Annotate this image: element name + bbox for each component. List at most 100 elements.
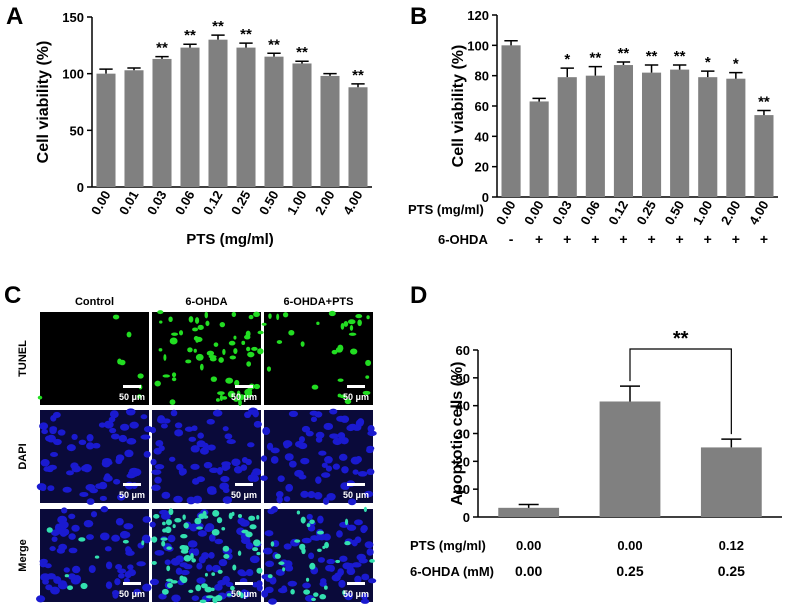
nucleus	[325, 465, 333, 472]
nucleus	[355, 455, 362, 463]
nucleus	[270, 455, 279, 464]
nucleus	[332, 463, 340, 470]
tunel-cell	[227, 390, 236, 398]
tunel-cell	[157, 310, 164, 315]
nucleus	[115, 517, 124, 526]
y-tick-label: 100	[62, 67, 84, 82]
significance: **	[296, 44, 308, 61]
scale-bar-label: 50 μm	[231, 490, 257, 500]
nucleus	[143, 583, 150, 592]
nucleus	[357, 470, 368, 477]
nucleus	[360, 593, 369, 600]
bar	[348, 87, 368, 187]
nucleus	[36, 595, 46, 603]
nucleus	[196, 476, 205, 483]
scale-bar-label: 50 μm	[343, 490, 369, 500]
tunel-cell	[337, 378, 344, 382]
tunel-cell	[340, 322, 345, 330]
scale-bar	[123, 483, 141, 486]
micrograph: 50 μm	[261, 506, 377, 605]
tunel-cell	[223, 554, 230, 559]
nucleus	[341, 466, 349, 474]
nucleus	[71, 565, 81, 574]
nucleus	[150, 458, 157, 466]
nucleus	[190, 445, 200, 453]
nucleus	[197, 432, 204, 439]
nucleus	[171, 594, 181, 603]
nucleus	[116, 493, 126, 501]
bar	[698, 77, 718, 197]
nucleus	[253, 420, 262, 428]
nucleus	[323, 422, 334, 431]
y-tick-label: 0	[482, 190, 489, 205]
nucleus	[85, 483, 96, 491]
tunel-cell	[248, 515, 256, 521]
micrograph: 50 μm	[152, 310, 264, 406]
nucleus	[42, 579, 49, 585]
bar	[726, 78, 746, 197]
tunel-cell	[288, 329, 295, 336]
y-tick-label: 120	[467, 8, 489, 23]
significance: **	[758, 94, 770, 111]
second-row-label: +	[760, 231, 768, 247]
nucleus	[117, 568, 127, 574]
nucleus	[317, 515, 324, 524]
tunel-cell	[355, 313, 363, 319]
tunel-cell	[256, 515, 260, 520]
tunel-cell	[331, 349, 338, 355]
scale-bar-label: 50 μm	[231, 589, 257, 599]
x-tick-label: 0.03	[549, 198, 575, 227]
nucleus	[197, 530, 207, 537]
tunel-cell	[188, 316, 194, 323]
tunel-cell	[266, 366, 272, 372]
nucleus	[240, 464, 248, 471]
error-bar	[183, 43, 197, 48]
tunel-cell	[232, 564, 237, 571]
tunel-cell	[46, 527, 53, 533]
error-bar	[211, 34, 225, 40]
second-row-label: +	[591, 231, 599, 247]
nucleus	[329, 408, 338, 415]
tunel-cell	[151, 560, 157, 565]
nucleus	[46, 573, 56, 580]
tunel-cell	[316, 530, 324, 535]
tunel-cell	[180, 533, 188, 539]
scale-bar-label: 50 μm	[119, 490, 145, 500]
tunel-cell	[188, 589, 194, 593]
nucleus	[266, 442, 274, 451]
x-tick-label: 0.00	[617, 538, 642, 553]
nucleus	[208, 552, 215, 559]
tunel-cell	[119, 359, 126, 366]
tunel-cell	[303, 589, 311, 595]
nucleus	[347, 423, 358, 431]
nucleus	[222, 426, 229, 432]
significance: **	[646, 48, 658, 65]
nucleus	[154, 476, 162, 484]
tunel-cell	[182, 514, 186, 520]
bar	[264, 56, 284, 187]
error-bar	[701, 70, 715, 78]
error-bar	[757, 109, 771, 116]
nucleus	[86, 442, 95, 450]
nucleus	[367, 578, 377, 584]
nucleus	[353, 519, 363, 526]
nucleus	[110, 433, 120, 440]
nucleus	[338, 453, 348, 461]
tunel-cell	[342, 590, 346, 596]
y-tick-label: 0	[77, 180, 84, 195]
nucleus	[219, 482, 230, 491]
y-tick-label: 50	[70, 123, 84, 138]
nucleus	[53, 438, 62, 446]
nucleus	[332, 437, 343, 446]
scale-bar-label: 50 μm	[343, 589, 369, 599]
significance: **	[268, 36, 280, 53]
nucleus	[209, 467, 219, 474]
x-tick-label: 1.00	[284, 188, 310, 217]
scale-bar-label: 50 μm	[343, 392, 369, 402]
tunel-cell	[231, 311, 237, 318]
nucleus	[298, 436, 306, 443]
tunel-cell	[253, 311, 260, 318]
bar	[700, 447, 762, 517]
x-axis-label: PTS (mg/ml)	[186, 231, 274, 248]
y-tick-label: 0	[463, 510, 470, 525]
